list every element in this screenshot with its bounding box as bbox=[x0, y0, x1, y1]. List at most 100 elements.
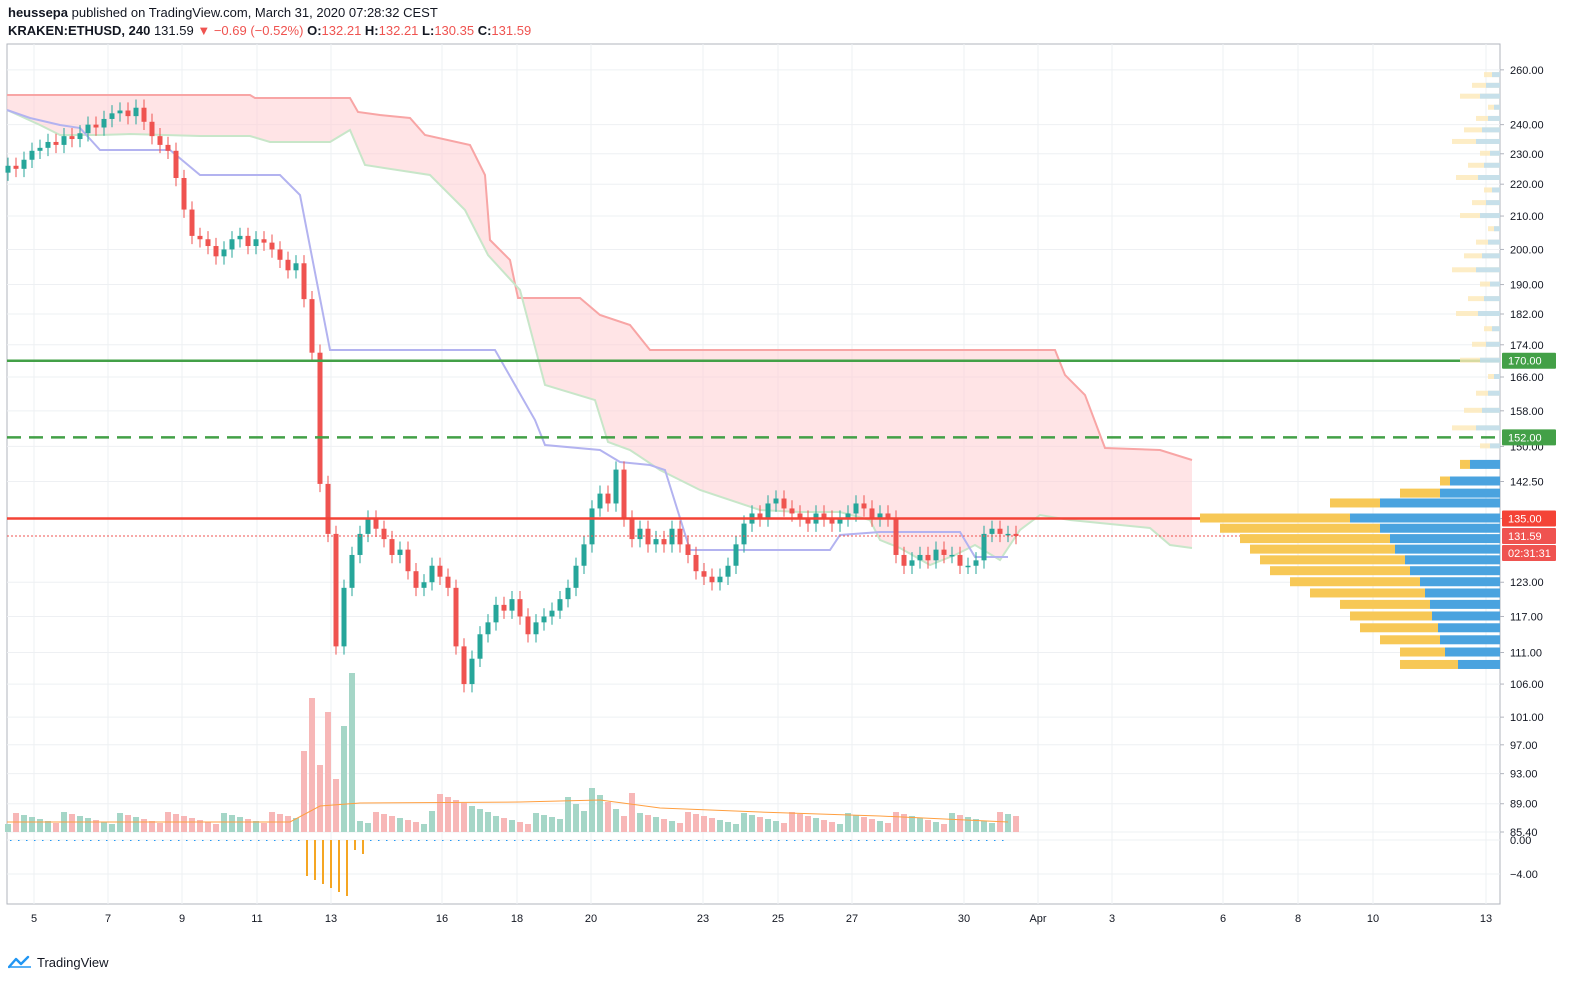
candle-body[interactable] bbox=[221, 249, 227, 257]
candle-body[interactable] bbox=[853, 503, 859, 514]
candle-body[interactable] bbox=[925, 554, 931, 561]
candle-body[interactable] bbox=[397, 549, 403, 555]
candle-body[interactable] bbox=[549, 610, 555, 617]
candle-body[interactable] bbox=[893, 518, 899, 555]
candle-body[interactable] bbox=[21, 159, 27, 169]
candle-body[interactable] bbox=[877, 513, 883, 519]
candle-body[interactable] bbox=[949, 554, 955, 557]
candle-body[interactable] bbox=[421, 582, 427, 588]
candle-body[interactable] bbox=[197, 235, 203, 240]
candle-body[interactable] bbox=[677, 528, 683, 545]
candle-body[interactable] bbox=[109, 113, 115, 119]
candle-body[interactable] bbox=[589, 508, 595, 545]
candle-body[interactable] bbox=[941, 549, 947, 555]
candle-body[interactable] bbox=[573, 565, 579, 588]
candle-body[interactable] bbox=[181, 178, 187, 210]
candle-body[interactable] bbox=[37, 147, 43, 151]
candle-body[interactable] bbox=[405, 549, 411, 572]
candle-body[interactable] bbox=[469, 658, 475, 685]
candle-body[interactable] bbox=[909, 560, 915, 566]
candle-body[interactable] bbox=[565, 587, 571, 600]
candle-body[interactable] bbox=[637, 528, 643, 540]
candle-body[interactable] bbox=[461, 646, 467, 685]
candle-body[interactable] bbox=[605, 493, 611, 504]
candle-body[interactable] bbox=[725, 565, 731, 577]
candle-body[interactable] bbox=[453, 587, 459, 647]
candle-body[interactable] bbox=[357, 533, 363, 555]
candle-body[interactable] bbox=[245, 235, 251, 247]
candle-body[interactable] bbox=[141, 107, 147, 122]
candle-body[interactable] bbox=[837, 518, 843, 524]
candle-body[interactable] bbox=[917, 554, 923, 561]
candle-body[interactable] bbox=[493, 604, 499, 623]
candle-body[interactable] bbox=[765, 503, 771, 519]
candle-body[interactable] bbox=[541, 616, 547, 623]
candle-body[interactable] bbox=[757, 513, 763, 519]
candle-body[interactable] bbox=[957, 554, 963, 566]
candle-body[interactable] bbox=[741, 523, 747, 545]
candle-body[interactable] bbox=[437, 565, 443, 577]
candle-body[interactable] bbox=[525, 616, 531, 635]
candle-body[interactable] bbox=[317, 352, 323, 484]
candle-body[interactable] bbox=[61, 136, 67, 145]
candle-body[interactable] bbox=[485, 622, 491, 635]
candle-body[interactable] bbox=[773, 498, 779, 504]
candle-body[interactable] bbox=[293, 263, 299, 271]
candle-body[interactable] bbox=[645, 528, 651, 545]
candle-body[interactable] bbox=[933, 549, 939, 561]
candle-body[interactable] bbox=[149, 121, 155, 137]
candle-body[interactable] bbox=[69, 136, 75, 140]
candle-body[interactable] bbox=[973, 560, 979, 566]
candle-body[interactable] bbox=[189, 209, 195, 236]
candle-body[interactable] bbox=[205, 239, 211, 247]
candle-body[interactable] bbox=[965, 565, 971, 568]
candle-body[interactable] bbox=[261, 239, 267, 243]
candle-body[interactable] bbox=[173, 150, 179, 179]
candle-body[interactable] bbox=[733, 544, 739, 566]
candle-body[interactable] bbox=[381, 528, 387, 540]
candle-body[interactable] bbox=[29, 150, 35, 160]
candle-body[interactable] bbox=[709, 576, 715, 583]
candle-body[interactable] bbox=[365, 518, 371, 534]
candle-body[interactable] bbox=[797, 513, 803, 519]
candle-body[interactable] bbox=[885, 513, 891, 519]
candle-body[interactable] bbox=[501, 604, 507, 611]
candle-body[interactable] bbox=[989, 528, 995, 534]
candle-body[interactable] bbox=[509, 599, 515, 611]
candle-body[interactable] bbox=[805, 518, 811, 524]
candle-body[interactable] bbox=[45, 141, 51, 148]
candle-body[interactable] bbox=[373, 518, 379, 529]
candle-body[interactable] bbox=[325, 483, 331, 534]
candle-body[interactable] bbox=[621, 469, 627, 519]
candle-body[interactable] bbox=[85, 124, 91, 134]
candle-body[interactable] bbox=[613, 469, 619, 504]
candle-body[interactable] bbox=[717, 576, 723, 583]
candle-body[interactable] bbox=[557, 599, 563, 611]
candle-body[interactable] bbox=[869, 508, 875, 519]
candle-body[interactable] bbox=[1005, 533, 1011, 536]
candle-body[interactable] bbox=[669, 528, 675, 545]
candle-body[interactable] bbox=[229, 239, 235, 250]
candle-body[interactable] bbox=[157, 136, 163, 145]
candle-body[interactable] bbox=[661, 539, 667, 545]
candle-body[interactable] bbox=[821, 513, 827, 519]
candle-body[interactable] bbox=[477, 634, 483, 659]
candle-body[interactable] bbox=[789, 508, 795, 514]
candle-body[interactable] bbox=[125, 110, 131, 117]
candle-body[interactable] bbox=[861, 503, 867, 509]
candle-body[interactable] bbox=[1013, 533, 1019, 537]
candle-body[interactable] bbox=[845, 513, 851, 519]
candle-body[interactable] bbox=[629, 518, 635, 540]
candle-body[interactable] bbox=[5, 165, 11, 173]
candle-body[interactable] bbox=[213, 246, 219, 257]
candle-body[interactable] bbox=[829, 518, 835, 524]
candle-body[interactable] bbox=[301, 263, 307, 300]
candle-body[interactable] bbox=[117, 110, 123, 114]
candle-body[interactable] bbox=[165, 144, 171, 151]
candle-body[interactable] bbox=[997, 528, 1003, 534]
candle-body[interactable] bbox=[253, 239, 259, 247]
candle-body[interactable] bbox=[13, 165, 19, 169]
candle-body[interactable] bbox=[901, 554, 907, 566]
candle-body[interactable] bbox=[133, 107, 139, 117]
